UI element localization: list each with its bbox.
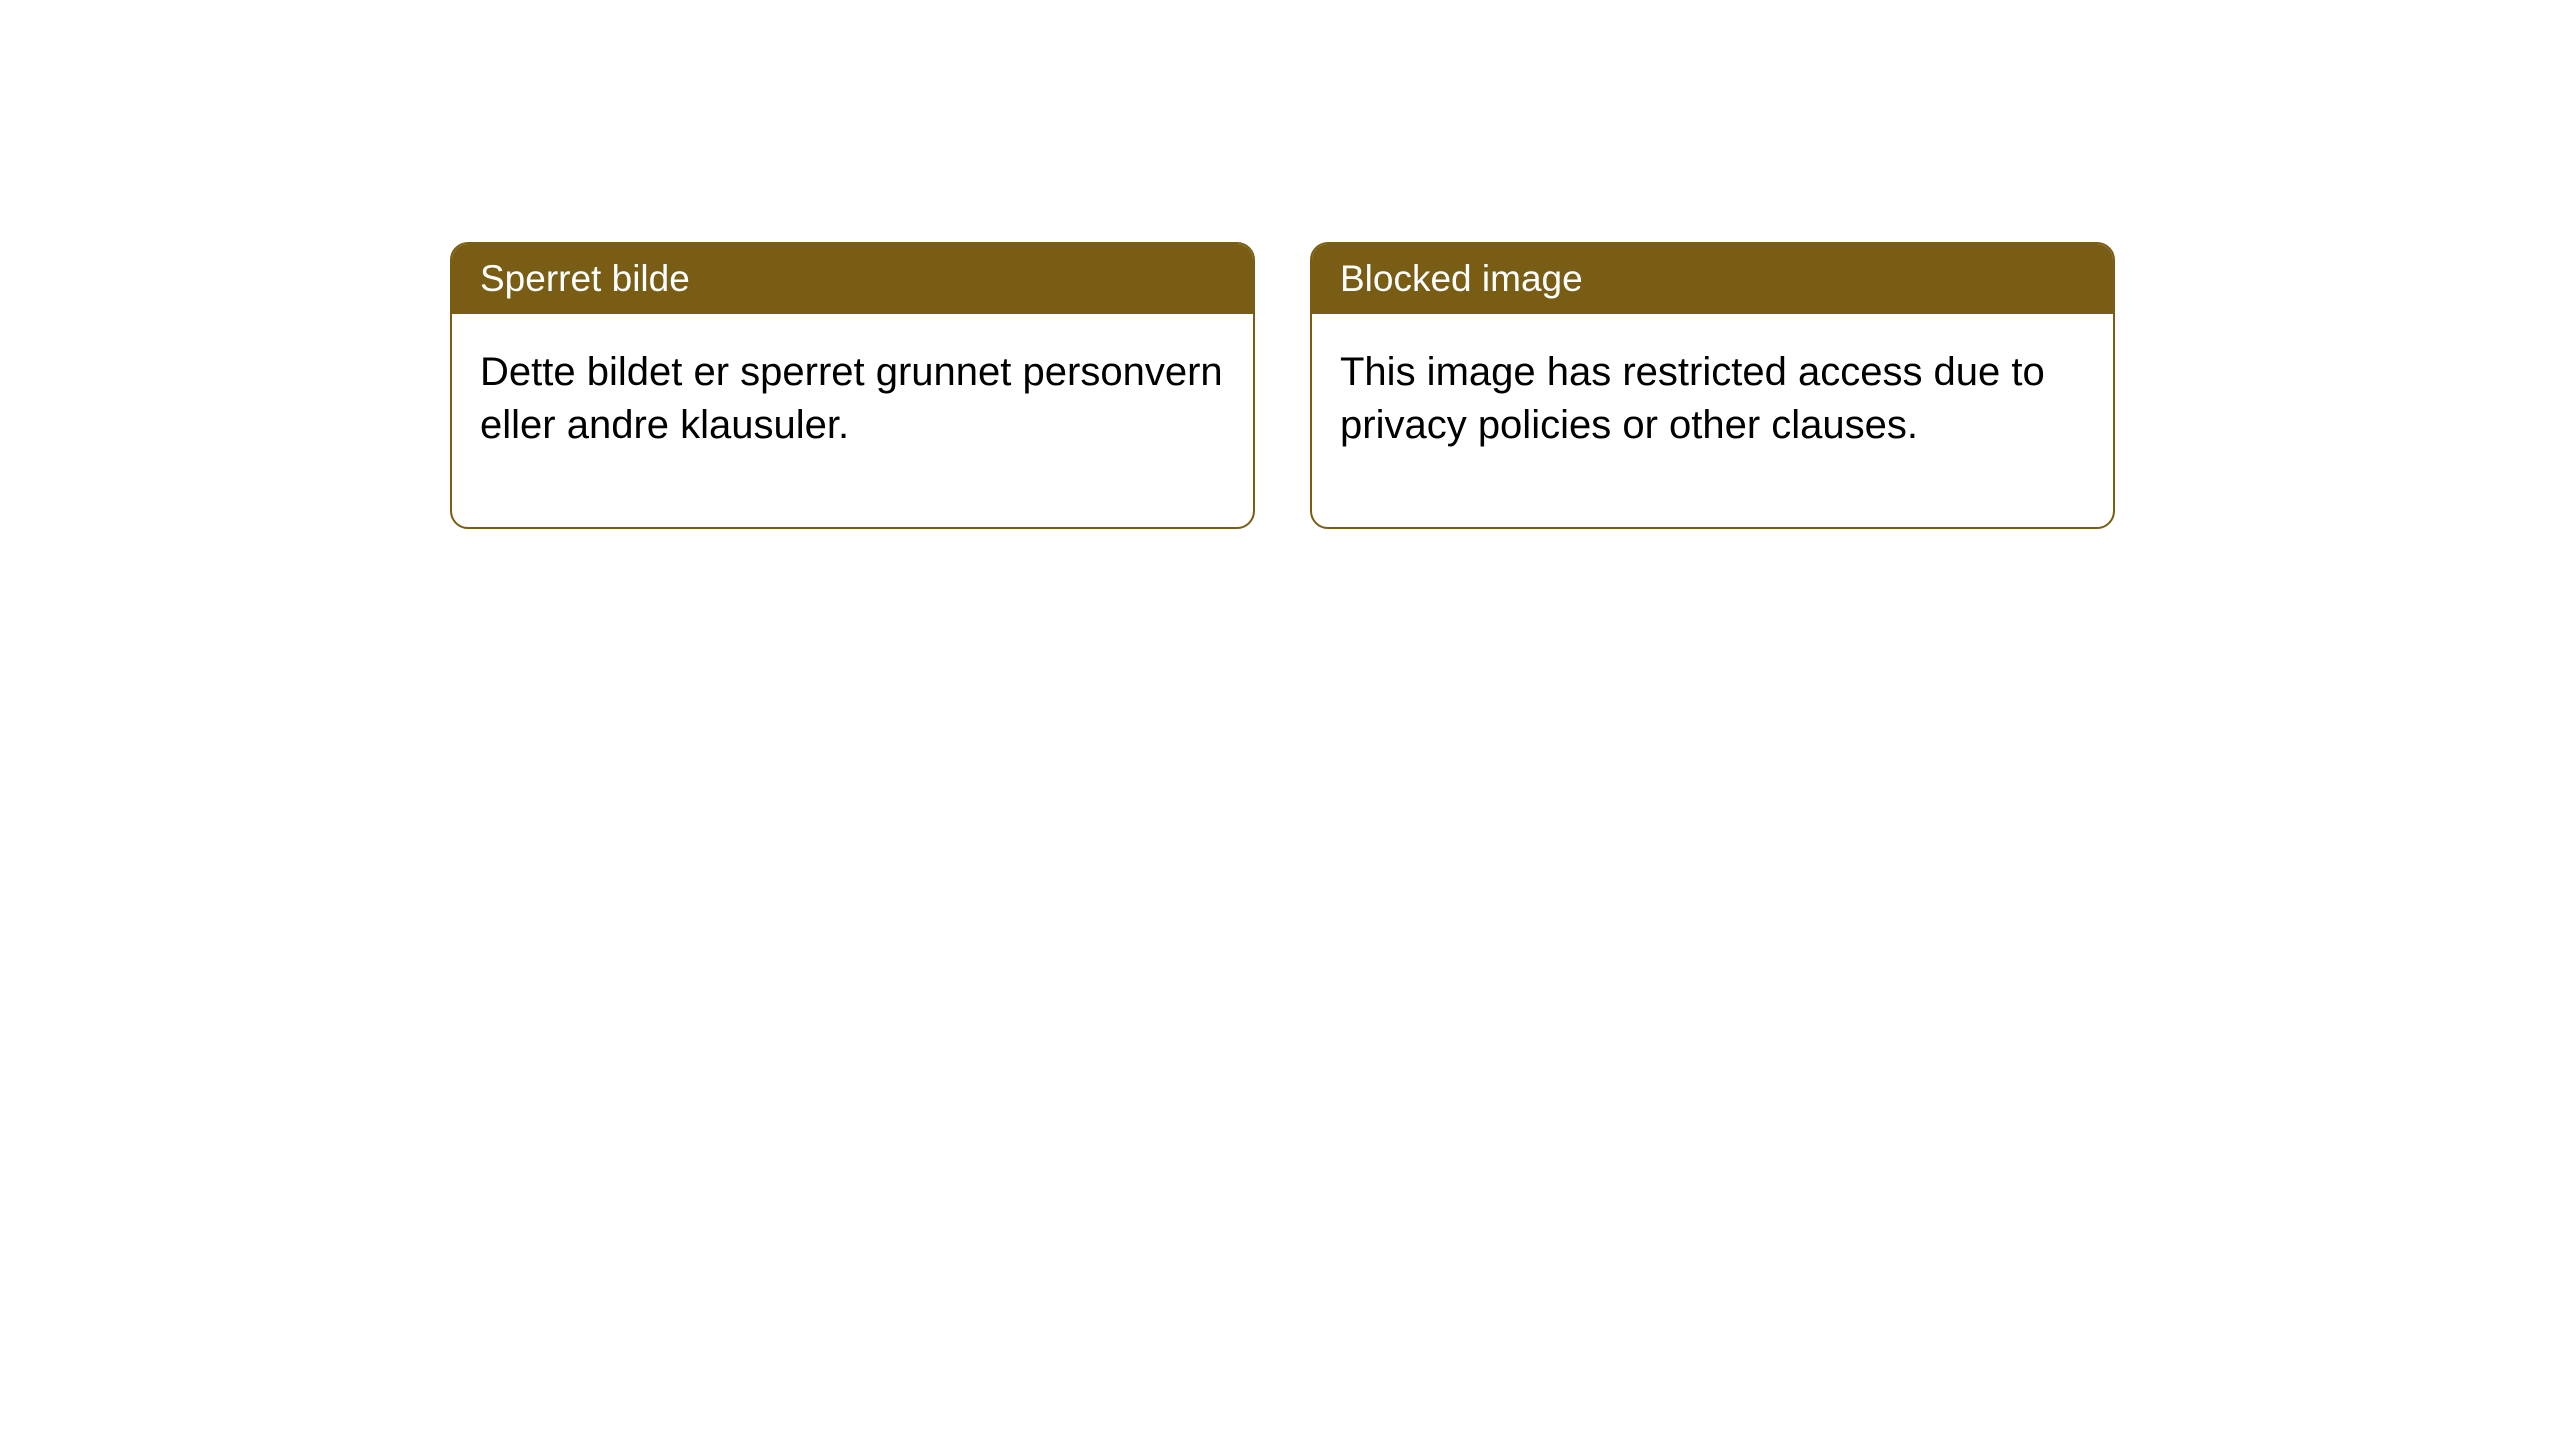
notice-container: Sperret bilde Dette bildet er sperret gr…: [450, 242, 2115, 529]
notice-header: Sperret bilde: [452, 244, 1253, 314]
notice-card-english: Blocked image This image has restricted …: [1310, 242, 2115, 529]
notice-body: This image has restricted access due to …: [1312, 314, 2113, 527]
notice-message: Dette bildet er sperret grunnet personve…: [480, 350, 1223, 447]
notice-title: Sperret bilde: [480, 258, 690, 299]
notice-header: Blocked image: [1312, 244, 2113, 314]
notice-card-norwegian: Sperret bilde Dette bildet er sperret gr…: [450, 242, 1255, 529]
notice-title: Blocked image: [1340, 258, 1583, 299]
notice-body: Dette bildet er sperret grunnet personve…: [452, 314, 1253, 527]
notice-message: This image has restricted access due to …: [1340, 350, 2045, 447]
